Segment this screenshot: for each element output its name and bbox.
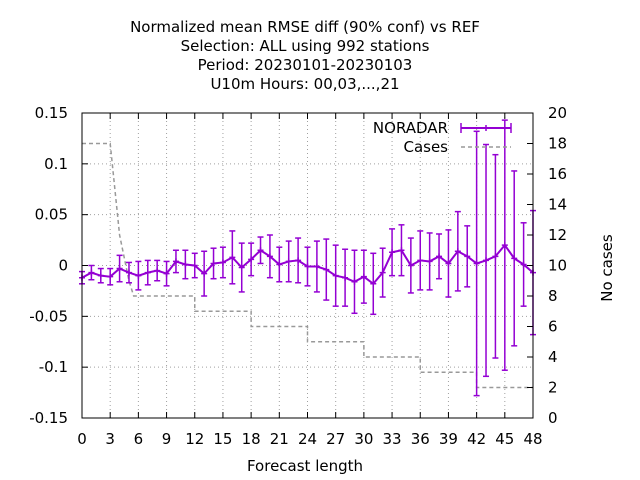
data-point (257, 247, 264, 254)
data-point (426, 258, 433, 265)
y2-tick-label: 10 (548, 257, 567, 275)
x-tick-label: 0 (77, 430, 87, 448)
data-point (464, 253, 471, 260)
data-point (360, 273, 367, 280)
data-point (88, 269, 95, 276)
y-tick-label: 0.05 (35, 206, 68, 224)
y2-tick-label: 8 (548, 287, 558, 305)
noradar-series (79, 119, 536, 397)
data-point (135, 272, 142, 279)
x-tick-label: 42 (467, 430, 486, 448)
chart-title: Normalized mean RMSE diff (90% conf) vs … (130, 18, 480, 93)
y2-tick-label: 2 (548, 379, 558, 397)
y2-axis-label: No cases (598, 234, 616, 302)
title-line-2: Selection: ALL using 992 stations (181, 37, 430, 55)
data-point (370, 280, 377, 287)
x-tick-label: 39 (439, 430, 458, 448)
legend-label-cases: Cases (403, 138, 448, 156)
data-point (304, 263, 311, 270)
data-point (473, 260, 480, 267)
x-axis-label: Forecast length (247, 457, 363, 475)
legend-label-noradar: NORADAR (373, 119, 448, 137)
data-point (501, 242, 508, 249)
data-point (285, 258, 292, 265)
data-point (97, 272, 104, 279)
data-point (163, 270, 170, 277)
legend-sample-noradar-point (483, 125, 489, 131)
x-tick-label: 3 (105, 430, 115, 448)
x-tick-label: 24 (298, 430, 317, 448)
data-point (511, 255, 518, 262)
x-tick-label: 45 (495, 430, 514, 448)
x-tick-label: 33 (383, 430, 402, 448)
axis-ticks: 0 3 6 9 12 15 18 21 24 27 30 33 36 39 42 45 480.150.10.0… (29, 104, 567, 448)
data-point (332, 272, 339, 279)
data-point (238, 264, 245, 271)
data-point (154, 267, 161, 274)
x-tick-label: 18 (242, 430, 261, 448)
cases-line (82, 142, 533, 389)
data-point (436, 253, 443, 260)
x-tick-label: 48 (523, 430, 542, 448)
data-point (219, 259, 226, 266)
x-tick-label: 15 (213, 430, 232, 448)
x-tick-label: 6 (134, 430, 144, 448)
y-tick-label: -0.05 (29, 307, 68, 325)
data-point (229, 254, 236, 261)
data-point (454, 248, 461, 255)
y-tick-label: 0 (58, 257, 68, 275)
y2-tick-label: 20 (548, 104, 567, 122)
data-point (295, 257, 302, 264)
data-point (389, 249, 396, 256)
data-point (407, 262, 414, 269)
data-point (182, 261, 189, 268)
title-line-1: Normalized mean RMSE diff (90% conf) vs … (130, 18, 480, 36)
data-point (276, 261, 283, 268)
data-point (342, 274, 349, 281)
data-point (125, 269, 132, 276)
y-tick-label: -0.1 (39, 358, 68, 376)
data-point (313, 263, 320, 270)
data-point (107, 273, 114, 280)
y-tick-label: -0.15 (29, 409, 68, 427)
data-point (266, 253, 273, 260)
y2-tick-label: 12 (548, 226, 567, 244)
data-point (520, 261, 527, 268)
data-point (483, 257, 490, 264)
data-point (116, 265, 123, 272)
data-point (248, 256, 255, 263)
data-point (492, 253, 499, 260)
data-point (351, 278, 358, 285)
x-tick-label: 9 (162, 430, 172, 448)
data-point (191, 262, 198, 269)
y-tick-label: 0.15 (35, 104, 68, 122)
data-point (172, 258, 179, 265)
x-tick-label: 36 (411, 430, 430, 448)
x-tick-label: 21 (270, 430, 289, 448)
y2-tick-label: 18 (548, 135, 567, 153)
y-tick-label: 0.1 (44, 155, 68, 173)
title-line-3: Period: 20230101-20230103 (198, 56, 413, 74)
title-line-4: U10m Hours: 00,03,...,21 (210, 75, 399, 93)
data-point (210, 260, 217, 267)
cases-series (82, 142, 533, 389)
data-point (323, 266, 330, 273)
data-point (201, 270, 208, 277)
data-point (379, 269, 386, 276)
y2-tick-label: 0 (548, 409, 558, 427)
legend: NORADAR Cases (373, 119, 512, 156)
data-point (417, 257, 424, 264)
y2-tick-label: 14 (548, 196, 567, 214)
y2-tick-label: 4 (548, 348, 558, 366)
data-point (144, 269, 151, 276)
x-tick-label: 27 (326, 430, 345, 448)
data-point (445, 260, 452, 267)
x-tick-label: 30 (354, 430, 373, 448)
data-point (398, 247, 405, 254)
x-tick-label: 12 (185, 430, 204, 448)
y2-tick-label: 6 (548, 318, 558, 336)
y2-tick-label: 16 (548, 165, 567, 183)
